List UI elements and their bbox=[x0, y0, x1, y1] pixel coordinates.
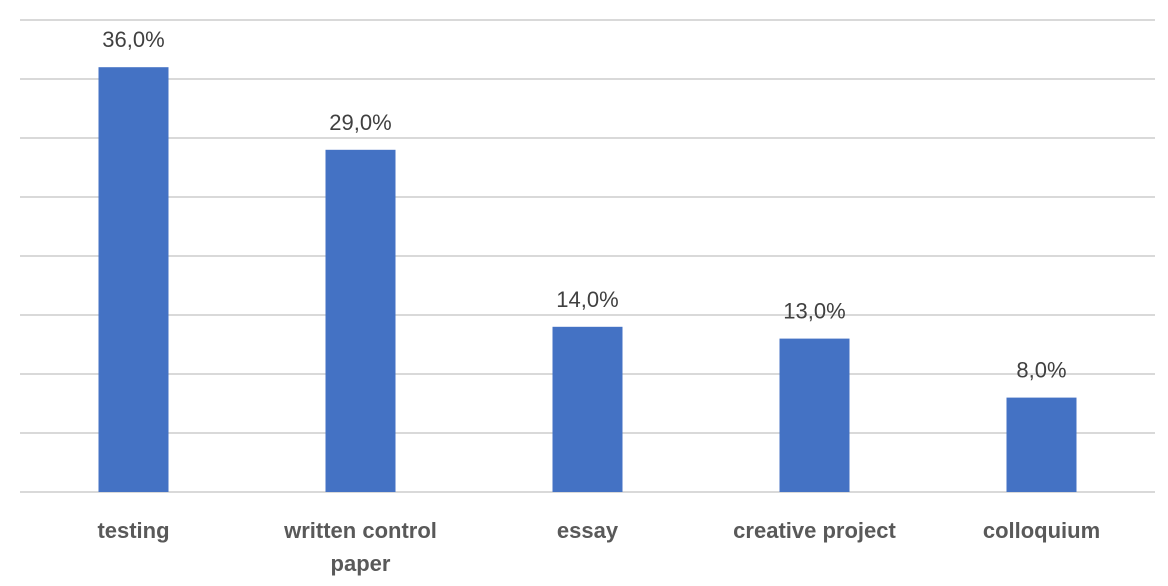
x-tick-label: testing bbox=[97, 518, 170, 543]
bar bbox=[552, 326, 623, 492]
value-label: 29,0% bbox=[329, 110, 391, 135]
bar bbox=[779, 338, 850, 492]
x-tick-label: essay bbox=[556, 518, 619, 543]
value-label: 36,0% bbox=[102, 27, 164, 52]
bar bbox=[98, 67, 169, 492]
bar bbox=[1006, 397, 1077, 492]
x-tick-label: colloquium bbox=[982, 518, 1101, 543]
value-label: 8,0% bbox=[1016, 358, 1066, 383]
x-tick-label: creative project bbox=[733, 518, 896, 543]
value-label: 13,0% bbox=[783, 299, 845, 324]
value-label: 14,0% bbox=[556, 287, 618, 312]
x-tick-label: written control paper bbox=[284, 518, 437, 576]
bar bbox=[325, 149, 396, 493]
